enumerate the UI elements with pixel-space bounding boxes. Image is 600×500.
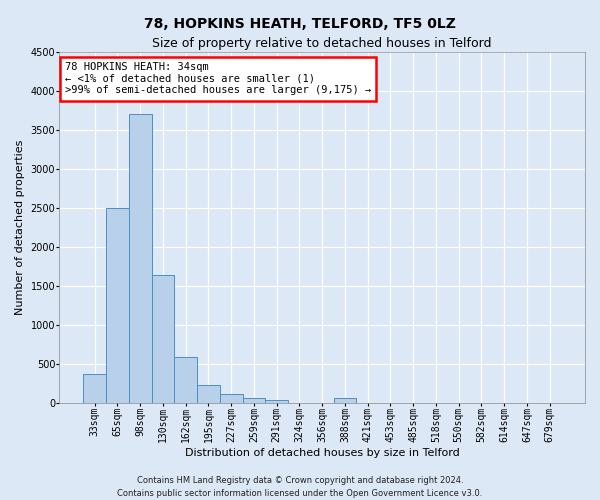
- Bar: [106, 208, 129, 402]
- Text: 78 HOPKINS HEATH: 34sqm
← <1% of detached houses are smaller (1)
>99% of semi-de: 78 HOPKINS HEATH: 34sqm ← <1% of detache…: [65, 62, 371, 96]
- Bar: [152, 276, 175, 402]
- Title: Size of property relative to detached houses in Telford: Size of property relative to detached ho…: [152, 38, 492, 51]
- Text: Contains HM Land Registry data © Crown copyright and database right 2024.
Contai: Contains HM Land Registry data © Crown c…: [118, 476, 482, 498]
- Bar: [129, 114, 152, 403]
- Bar: [220, 394, 242, 402]
- Bar: [83, 374, 106, 402]
- Bar: [175, 356, 197, 403]
- Text: 78, HOPKINS HEATH, TELFORD, TF5 0LZ: 78, HOPKINS HEATH, TELFORD, TF5 0LZ: [144, 18, 456, 32]
- Bar: [265, 400, 288, 402]
- Bar: [197, 386, 220, 402]
- Y-axis label: Number of detached properties: Number of detached properties: [15, 140, 25, 315]
- X-axis label: Distribution of detached houses by size in Telford: Distribution of detached houses by size …: [185, 448, 460, 458]
- Bar: [334, 398, 356, 402]
- Bar: [242, 398, 265, 402]
